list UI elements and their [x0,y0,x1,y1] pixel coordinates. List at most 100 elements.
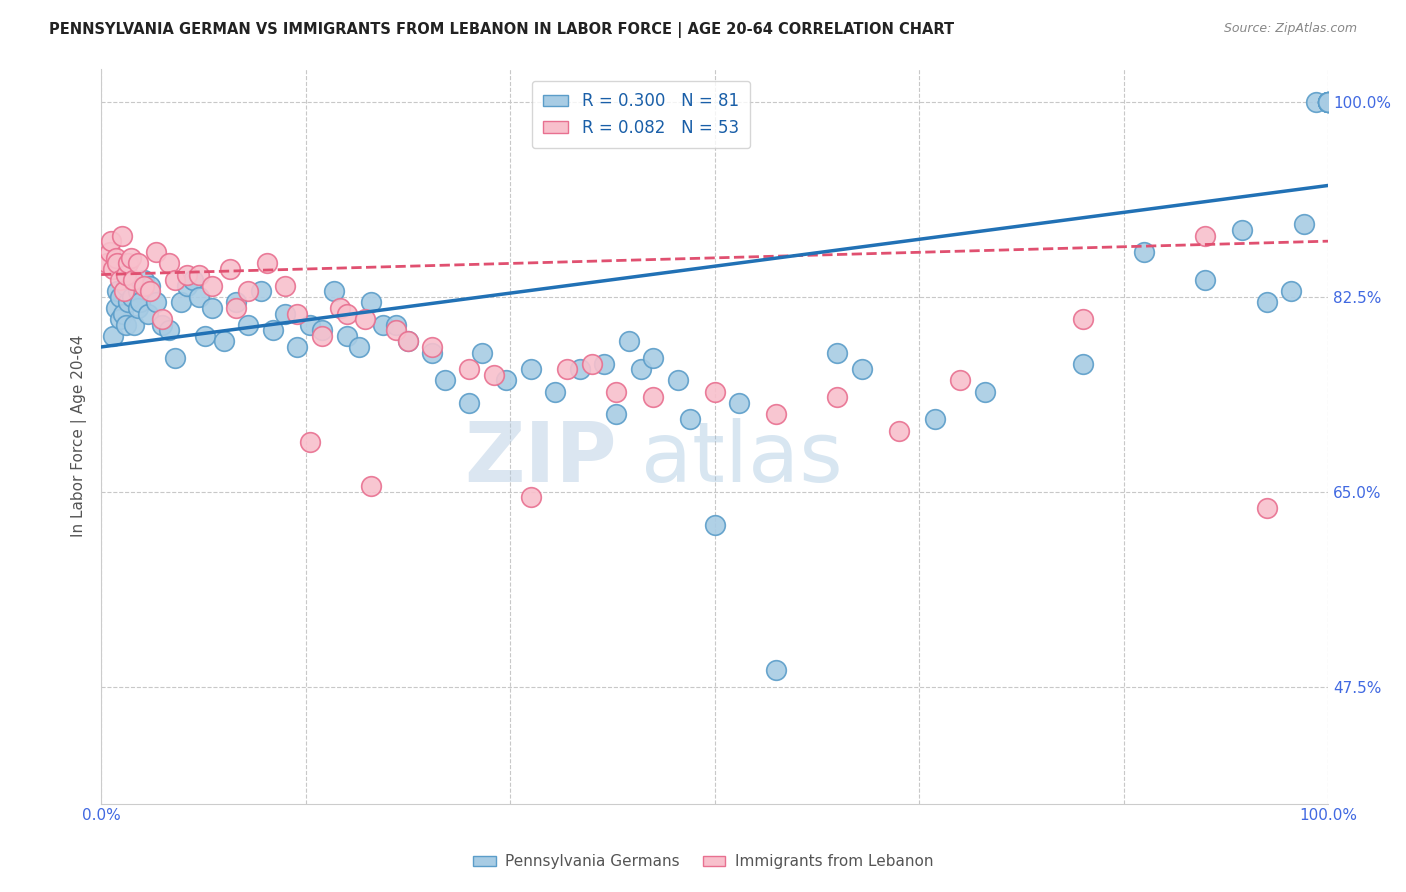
Point [157,256,180,270]
Y-axis label: In Labor Force | Age 20-64: In Labor Force | Age 20-64 [72,334,87,537]
Point [581,357,603,371]
Point [188,268,211,282]
Point [765,663,787,677]
Point [1071,312,1094,326]
Point [136,307,159,321]
Point [225,301,247,315]
Point [703,518,725,533]
Point [384,318,406,332]
Point [117,295,139,310]
Point [157,323,180,337]
Point [298,434,321,449]
Point [249,285,271,299]
Point [163,273,186,287]
Point [145,295,167,310]
Point [827,390,849,404]
Text: PENNSYLVANIA GERMAN VS IMMIGRANTS FROM LEBANON IN LABOR FORCE | AGE 20-64 CORREL: PENNSYLVANIA GERMAN VS IMMIGRANTS FROM L… [49,22,955,38]
Point [973,384,995,399]
Point [108,290,131,304]
Point [122,273,145,287]
Point [200,301,222,315]
Point [238,318,260,332]
Point [120,251,142,265]
Point [127,256,149,270]
Point [1133,245,1156,260]
Point [121,290,143,304]
Point [482,368,505,382]
Point [152,318,174,332]
Point [1194,273,1216,287]
Point [495,373,517,387]
Point [1232,223,1254,237]
Point [360,479,382,493]
Point [1317,95,1340,109]
Point [132,278,155,293]
Point [703,384,725,399]
Point [287,307,309,321]
Point [643,351,665,365]
Point [274,278,297,293]
Point [422,340,444,354]
Point [1256,295,1278,310]
Point [127,285,149,299]
Point [335,307,357,321]
Point [152,312,174,326]
Text: ZIP: ZIP [464,417,616,499]
Point [121,273,143,287]
Point [181,273,204,287]
Point [256,256,278,270]
Point [225,295,247,310]
Point [108,312,131,326]
Point [557,362,579,376]
Point [163,351,186,365]
Point [188,290,211,304]
Point [335,328,357,343]
Point [544,384,567,399]
Point [617,334,640,349]
Point [924,412,946,426]
Point [827,345,849,359]
Point [1194,228,1216,243]
Point [139,278,162,293]
Point [170,295,193,310]
Point [605,384,627,399]
Point [129,295,152,310]
Point [1317,95,1340,109]
Point [127,301,149,315]
Point [114,278,136,293]
Point [323,285,346,299]
Point [114,268,136,282]
Point [360,295,382,310]
Point [122,318,145,332]
Point [1317,95,1340,109]
Point [194,328,217,343]
Point [103,328,125,343]
Point [765,407,787,421]
Point [100,234,122,248]
Point [212,334,235,349]
Point [111,228,134,243]
Point [593,357,616,371]
Point [105,285,128,299]
Point [519,362,541,376]
Point [117,256,139,270]
Legend: Pennsylvania Germans, Immigrants from Lebanon: Pennsylvania Germans, Immigrants from Le… [467,848,939,875]
Point [1071,357,1094,371]
Text: Source: ZipAtlas.com: Source: ZipAtlas.com [1223,22,1357,36]
Point [1292,218,1315,232]
Point [728,395,751,409]
Point [311,328,333,343]
Point [298,318,321,332]
Point [433,373,456,387]
Point [176,278,198,293]
Text: atlas: atlas [641,417,842,499]
Point [176,268,198,282]
Point [114,285,136,299]
Point [470,345,492,359]
Point [1256,501,1278,516]
Point [200,278,222,293]
Point [98,245,121,260]
Point [287,340,309,354]
Point [108,273,131,287]
Point [1317,95,1340,109]
